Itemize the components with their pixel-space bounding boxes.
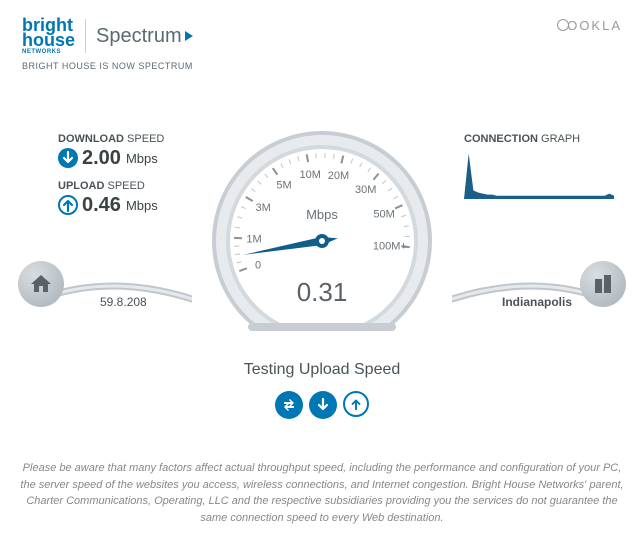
- down-arrow-icon: [315, 397, 331, 413]
- download-value-row: 2.00 Mbps: [58, 147, 164, 170]
- server-name: Indianapolis: [502, 295, 572, 309]
- connection-graph: CONNECTION GRAPH: [464, 133, 614, 204]
- svg-text:100M+: 100M+: [373, 240, 407, 252]
- home-icon: [29, 272, 53, 296]
- logo-sub: NETWORKS: [22, 50, 75, 55]
- action-icons: [275, 391, 369, 419]
- gauge-svg: 0 1M 3M 5M 10M 20M 30M 50M 100M+ Mbps 0.31: [192, 111, 452, 336]
- svg-text:Mbps: Mbps: [306, 207, 338, 222]
- gauge: 0 1M 3M 5M 10M 20M 30M 50M 100M+ Mbps 0.31: [192, 111, 452, 336]
- svg-text:50M: 50M: [373, 208, 394, 220]
- logo-divider: [85, 19, 86, 53]
- disclaimer: Please be aware that many factors affect…: [20, 460, 624, 526]
- building-icon: [591, 272, 615, 296]
- svg-text:3M: 3M: [255, 202, 270, 214]
- brighthouse-logo: bright house NETWORKS: [22, 18, 75, 55]
- upload-action-button[interactable]: [343, 391, 369, 417]
- home-endpoint: [18, 261, 64, 307]
- download-label: DOWNLOAD SPEED: [58, 133, 164, 145]
- swap-button[interactable]: [275, 391, 303, 419]
- upload-label: UPLOAD SPEED: [58, 180, 164, 192]
- svg-text:20M: 20M: [328, 170, 349, 182]
- svg-text:10M: 10M: [299, 169, 320, 181]
- connection-graph-label: CONNECTION GRAPH: [464, 133, 614, 145]
- download-icon: [58, 148, 78, 168]
- spectrum-text: Spectrum: [96, 25, 182, 48]
- svg-text:0: 0: [255, 259, 261, 271]
- status-text: Testing Upload Speed: [244, 361, 401, 379]
- download-value: 2.00: [82, 147, 121, 170]
- ookla-text: OOKLA: [567, 18, 622, 33]
- download-unit: Mbps: [126, 151, 158, 166]
- main-panel: DOWNLOAD SPEED 2.00 Mbps UPLOAD SPEED 0.…: [0, 91, 644, 451]
- upload-icon: [58, 195, 78, 215]
- ip-address: 59.8.208: [100, 295, 147, 309]
- upload-value: 0.46: [82, 194, 121, 217]
- up-arrow-icon: [349, 397, 363, 411]
- svg-text:30M: 30M: [355, 184, 376, 196]
- upload-value-row: 0.46 Mbps: [58, 194, 164, 217]
- svg-text:1M: 1M: [246, 233, 261, 245]
- connection-graph-svg: [464, 151, 614, 199]
- logo-line2: house: [22, 30, 75, 50]
- svg-text:0.31: 0.31: [297, 277, 348, 307]
- ookla-logo: OOKLA: [557, 18, 622, 33]
- speed-readout: DOWNLOAD SPEED 2.00 Mbps UPLOAD SPEED 0.…: [58, 133, 164, 227]
- header: bright house NETWORKS Spectrum BRIGHT HO…: [0, 0, 644, 71]
- download-action-button[interactable]: [309, 391, 337, 419]
- svg-text:5M: 5M: [276, 179, 291, 191]
- play-icon: [185, 31, 193, 41]
- upload-unit: Mbps: [126, 198, 158, 213]
- tagline: BRIGHT HOUSE IS NOW SPECTRUM: [22, 61, 193, 71]
- spectrum-logo: Spectrum: [96, 25, 193, 48]
- logo-area: bright house NETWORKS Spectrum BRIGHT HO…: [22, 18, 193, 71]
- swap-icon: [281, 397, 297, 413]
- server-endpoint: [580, 261, 626, 307]
